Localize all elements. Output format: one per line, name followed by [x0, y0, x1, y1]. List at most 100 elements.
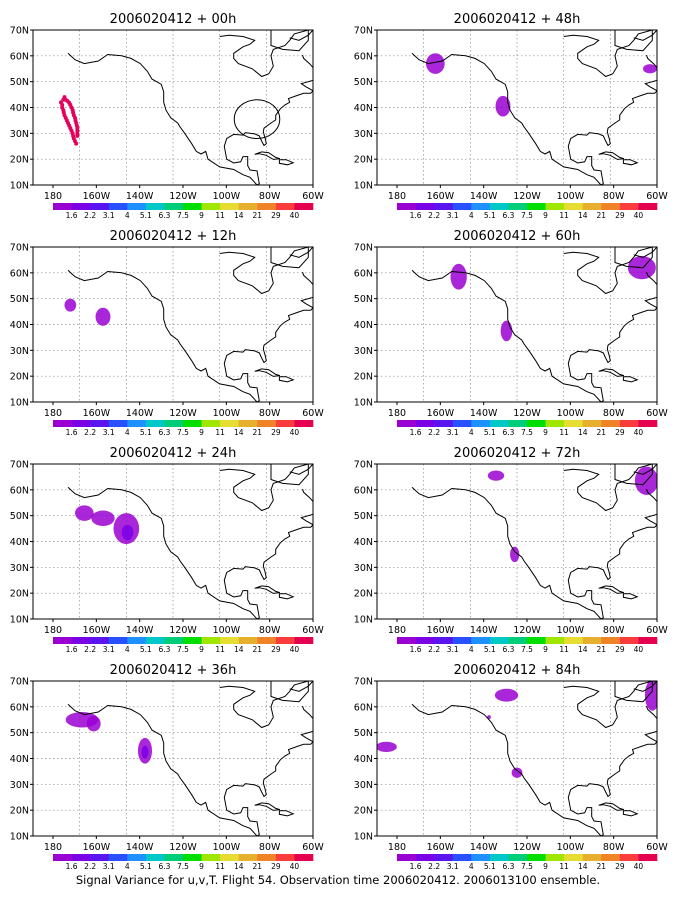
y-tick-label: 40N [10, 537, 29, 548]
coastline [270, 681, 309, 703]
y-tick-label: 60N [10, 268, 29, 279]
map-area [33, 30, 313, 185]
colorbar-label: 21 [253, 645, 263, 654]
colorbar-label: 7.5 [521, 645, 533, 654]
island-cuba [598, 368, 625, 377]
observation-dot [75, 133, 80, 138]
colorbar-swatch [601, 637, 621, 644]
y-tick-label: 50N [10, 511, 29, 522]
colorbar-swatch [53, 637, 72, 644]
y-tick-label: 50N [10, 294, 29, 305]
colorbar-label: 11 [215, 645, 225, 654]
y-tick-label: 70N [10, 460, 29, 471]
colorbar-label: 29 [615, 645, 625, 654]
colorbar-label: 5.1 [140, 428, 152, 437]
colorbar-swatch [508, 203, 528, 210]
colorbar-label: 3.1 [103, 428, 115, 437]
island-hispaniola [278, 376, 295, 383]
colorbar-swatch [53, 203, 72, 210]
map-area [377, 681, 657, 836]
colorbar-label: 9 [543, 428, 548, 437]
observation-dot [59, 100, 63, 105]
coastline [285, 681, 313, 692]
colorbar-swatch [201, 637, 221, 644]
island-cuba [254, 802, 281, 811]
colorbar-swatch [452, 203, 472, 210]
colorbar-label: 29 [615, 211, 625, 220]
colorbar-swatch [71, 203, 91, 210]
x-tick-label: 180 [388, 625, 406, 636]
colorbar-label: 29 [271, 645, 281, 654]
colorbar-label: 21 [597, 428, 607, 437]
y-tick-label: 50N [10, 728, 29, 739]
colorbar-label: 40 [634, 211, 644, 220]
y-tick-label: 20N [354, 589, 373, 600]
y-tick-label: 60N [354, 51, 373, 62]
colorbar-swatch [145, 203, 165, 210]
colorbar-label: 7.5 [177, 428, 189, 437]
colorbar-label: 2.2 [428, 862, 440, 871]
x-tick-label: 120W [513, 408, 541, 419]
map-area [377, 30, 657, 185]
variance-blob [377, 741, 397, 753]
colorbar-label: 6.3 [502, 862, 514, 871]
colorbar-label: 40 [634, 862, 644, 871]
colorbar-swatch [601, 854, 621, 861]
range-circle [233, 99, 281, 139]
colorbar-swatch [619, 637, 639, 644]
x-tick-label: 60W [302, 625, 324, 636]
colorbar-label: 40 [634, 428, 644, 437]
colorbar-swatch [508, 420, 528, 427]
map-panel: 2006020412 + 12h 70N 60N 50N 40N 30N 20N 10N 180… [10, 229, 325, 437]
colorbar-swatch [53, 420, 72, 427]
island-hispaniola [622, 810, 639, 817]
x-tick-label: 120W [513, 191, 541, 202]
colorbar-label: 2.2 [84, 645, 96, 654]
variance-blob [450, 263, 467, 290]
colorbar-swatch [220, 637, 240, 644]
x-tick-label: 60W [646, 408, 668, 419]
x-tick-label: 80W [259, 191, 281, 202]
colorbar-label: 2.2 [84, 862, 96, 871]
island-hispaniola [622, 593, 639, 600]
coastline [270, 30, 309, 52]
colorbar-swatch [275, 637, 295, 644]
colorbar-swatch [183, 637, 202, 644]
colorbar-swatch [415, 637, 435, 644]
colorbar-swatch [71, 637, 91, 644]
colorbar-swatch [90, 854, 110, 861]
island-hispaniola [622, 159, 639, 166]
y-tick-label: 70N [354, 243, 373, 254]
colorbar-label: 9 [543, 645, 548, 654]
y-tick-label: 70N [354, 460, 373, 471]
colorbar-label: 6.3 [502, 645, 514, 654]
y-tick-label: 20N [10, 806, 29, 817]
x-tick-label: 160W [427, 408, 455, 419]
colorbar-swatch [601, 203, 621, 210]
colorbar-label: 1.6 [410, 428, 422, 437]
colorbar-swatch [564, 854, 584, 861]
island-hispaniola [622, 376, 639, 383]
coastline [285, 247, 313, 258]
colorbar-label: 1.6 [66, 645, 78, 654]
colorbar-swatch [238, 203, 258, 210]
coastline [67, 269, 313, 402]
colorbar-label: 21 [253, 862, 263, 871]
y-tick-label: 30N [354, 780, 373, 791]
coastline [411, 52, 657, 185]
x-tick-label: 140W [126, 191, 154, 202]
colorbar-swatch [145, 637, 165, 644]
colorbar-label: 3.1 [447, 428, 459, 437]
y-tick-label: 40N [10, 103, 29, 114]
x-tick-label: 60W [646, 625, 668, 636]
variance-blob [121, 524, 134, 541]
x-tick-label: 140W [126, 625, 154, 636]
island-hispaniola [278, 810, 295, 817]
colorbar-label: 14 [234, 645, 244, 654]
panel-title: 2006020412 + 60h [454, 229, 581, 244]
x-tick-label: 140W [470, 408, 498, 419]
x-tick-label: 160W [83, 408, 111, 419]
variance-blob [494, 688, 519, 702]
colorbar-label: 21 [253, 211, 263, 220]
colorbar-label: 5.1 [140, 862, 152, 871]
